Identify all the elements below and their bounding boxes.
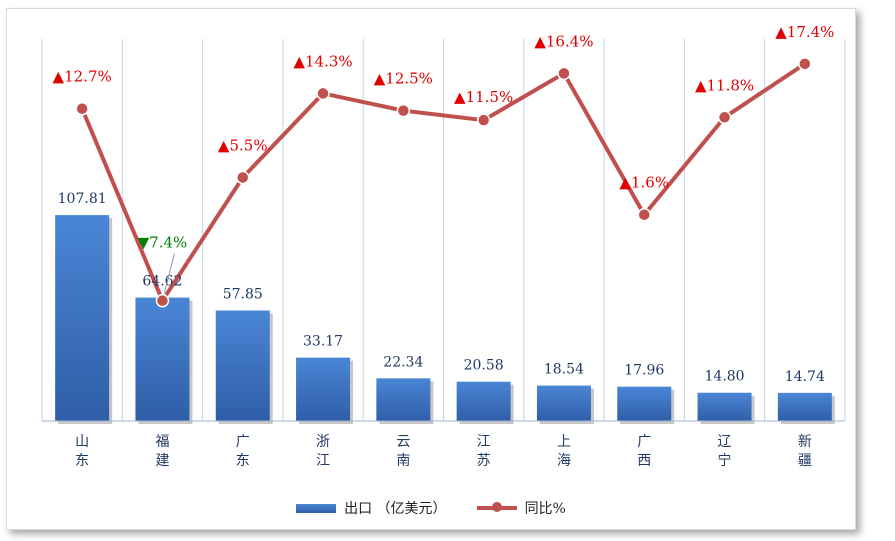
bar [135, 297, 190, 421]
bar-value-label: 57.85 [223, 287, 263, 303]
x-tick-label: 广西 [637, 434, 651, 469]
x-tick-label: 新疆 [798, 434, 812, 469]
bar-value-label: 14.80 [705, 369, 745, 385]
yoy-point [798, 57, 812, 71]
bar [296, 357, 351, 421]
legend-item-bar: 出口 （亿美元） [296, 498, 447, 518]
bar-value-label: 20.58 [464, 358, 504, 374]
yoy-value-label: ▲1.6% [619, 174, 669, 192]
bar [55, 215, 110, 421]
yoy-point [75, 101, 89, 116]
x-tick-label: 云南 [396, 434, 410, 469]
legend-line-label: 同比% [524, 501, 566, 517]
data-labels: 107.81 64.62 57.85 33.17 22.34 20.58 18.54 17.9… [53, 23, 835, 385]
yoy-value-label: ▼7.4% [138, 234, 188, 252]
yoy-point [637, 207, 651, 222]
x-tick-label: 上海 [557, 434, 571, 469]
yoy-value-label: ▲11.8% [695, 76, 754, 94]
bar [376, 378, 431, 421]
yoy-value-label: ▲12.7% [53, 68, 112, 86]
legend-item-line: 同比% [476, 498, 566, 518]
bar-series [55, 215, 835, 424]
bar-value-label: 22.34 [383, 354, 423, 370]
yoy-point [396, 103, 411, 118]
x-tick-label: 江苏 [477, 434, 491, 469]
yoy-value-label: ▲5.5% [218, 136, 268, 154]
leader-line [163, 253, 175, 293]
bar [215, 310, 270, 421]
yoy-value-label: ▲14.3% [293, 52, 352, 70]
x-tick-label: 福建 [155, 434, 169, 469]
bar-value-label: 14.74 [785, 369, 825, 385]
yoy-point [717, 110, 732, 125]
yoy-value-label: ▲12.5% [374, 70, 433, 88]
grid-lines [41, 39, 846, 421]
bar [617, 386, 672, 421]
yoy-point [557, 66, 571, 81]
yoy-line [80, 62, 806, 303]
legend-bar-label: 出口 （亿美元） [344, 501, 447, 517]
bar [697, 392, 752, 421]
bar-value-label: 17.96 [624, 363, 664, 379]
yoy-value-label: ▲16.4% [534, 32, 593, 50]
bar [456, 381, 511, 421]
bar-value-label: 107.81 [58, 191, 107, 207]
bar-value-label: 18.54 [544, 362, 584, 378]
yoy-point [316, 86, 330, 101]
legend: 出口 （亿美元） 同比% [7, 496, 855, 520]
yoy-point [155, 293, 170, 308]
x-axis: 山东 福建 广东 浙江 云南 江苏 上海 广西 辽宁 新疆 [42, 420, 845, 469]
bar-value-label: 64.62 [142, 274, 182, 290]
bar [536, 385, 591, 421]
bar-value-label: 33.17 [303, 334, 343, 350]
yoy-point [476, 113, 491, 127]
legend-line-swatch [476, 502, 517, 512]
combo-chart: 107.81 64.62 57.85 33.17 22.34 20.58 18.54 17.9… [41, 23, 846, 469]
x-tick-label: 浙江 [316, 434, 330, 469]
yoy-value-label: ▲17.4% [775, 23, 834, 41]
chart-frame: 107.81 64.62 57.85 33.17 22.34 20.58 18.54 17.9… [6, 8, 856, 530]
line-series [75, 57, 812, 308]
legend-bar-swatch [296, 503, 337, 513]
x-tick-label: 山东 [75, 434, 89, 469]
yoy-point [236, 170, 250, 185]
x-tick-label: 广东 [236, 434, 250, 469]
x-tick-label: 辽宁 [718, 434, 732, 469]
yoy-value-label: ▲11.5% [454, 88, 513, 106]
bar [777, 392, 832, 421]
